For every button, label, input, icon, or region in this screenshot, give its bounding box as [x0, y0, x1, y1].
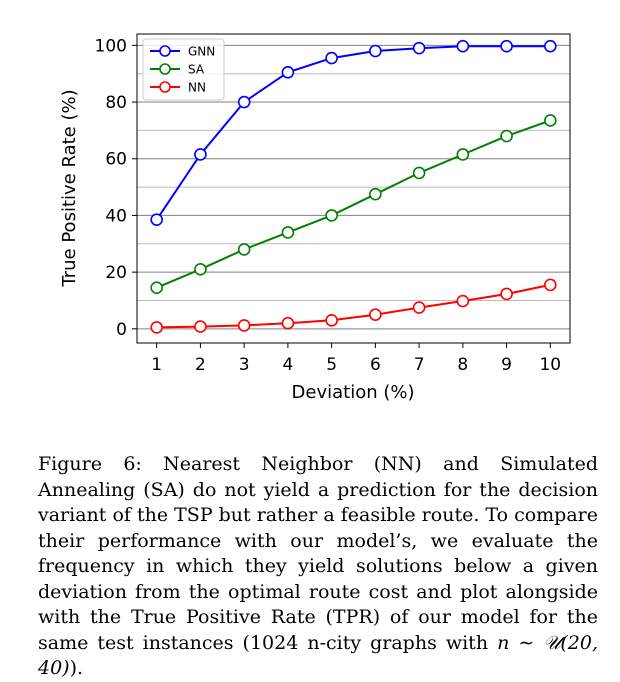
- data-point-nn: [281, 316, 295, 330]
- data-point-nn: [237, 319, 251, 332]
- data-point-sa: [237, 243, 251, 256]
- figure-label: Figure 6:: [38, 453, 142, 475]
- x-tick-label: 8: [457, 355, 468, 375]
- x-tick-label: 9: [501, 355, 512, 375]
- data-point-nn: [194, 320, 207, 333]
- data-point-nn: [150, 321, 163, 334]
- x-tick-label: 6: [370, 355, 381, 375]
- x-tick-label: 2: [195, 355, 206, 375]
- data-point-nn: [500, 287, 513, 301]
- y-tick-label: 80: [105, 93, 127, 113]
- data-point-sa: [544, 114, 557, 127]
- y-tick-label: 100: [95, 36, 127, 56]
- x-tick-label: 10: [539, 355, 561, 375]
- data-point-nn: [325, 314, 338, 327]
- data-point-sa: [500, 129, 513, 143]
- caption-math: n ∼ 𝒰(20, 40): [38, 631, 598, 680]
- data-point-gnn: [281, 65, 295, 79]
- data-point-gnn: [237, 95, 251, 109]
- data-point-gnn: [150, 213, 163, 226]
- data-point-gnn: [194, 148, 207, 161]
- plot-frame: [136, 33, 571, 344]
- y-tick-label: 20: [105, 263, 127, 283]
- x-tick-label: 1: [151, 355, 162, 375]
- x-tick-label: 4: [282, 355, 293, 375]
- data-point-sa: [412, 166, 426, 180]
- x-tick-label: 7: [414, 355, 425, 375]
- series-line-gnn: [155, 45, 551, 221]
- figure-caption: Figure 6: Nearest Neighbor (NN) and Simu…: [38, 452, 598, 682]
- legend-marker-sa: [159, 63, 171, 75]
- data-point-sa: [194, 262, 207, 276]
- data-point-sa: [456, 148, 470, 161]
- data-point-nn: [456, 294, 470, 308]
- caption-text-end: ).: [69, 657, 84, 679]
- legend-label-sa: SA: [188, 63, 205, 77]
- tpr-line-chart: 0 20 40 60 80 100 1 2 3 4 5 6 7 8 9 10 Deviation (%) Tr…: [59, 33, 571, 403]
- data-point-sa: [325, 209, 338, 222]
- y-tick-label: 40: [105, 206, 127, 226]
- data-point-sa: [150, 281, 163, 295]
- legend-label-nn: NN: [188, 81, 206, 95]
- data-point-gnn: [325, 51, 338, 65]
- legend: GNN SA NN: [142, 38, 225, 101]
- x-tick-label: 5: [326, 355, 337, 375]
- data-point-sa: [369, 187, 382, 201]
- data-point-gnn: [500, 39, 513, 53]
- legend-marker-gnn: [159, 45, 171, 57]
- data-point-gnn: [456, 39, 470, 53]
- y-axis-label: True Positive Rate (%): [59, 89, 80, 287]
- data-point-nn: [412, 301, 426, 314]
- legend-label-gnn: GNN: [188, 45, 215, 59]
- x-axis-label: Deviation (%): [292, 382, 415, 403]
- data-point-sa: [281, 226, 295, 239]
- caption-text: Nearest Neighbor (NN) and Simulated Anne…: [38, 453, 599, 654]
- legend-marker-nn: [159, 81, 171, 93]
- data-point-nn: [369, 308, 382, 321]
- data-point-gnn: [544, 39, 557, 53]
- axis-ticks: 0 20 40 60 80 100 1 2 3 4 5 6 7 8 9 10: [95, 36, 562, 375]
- y-tick-label: 60: [105, 150, 127, 170]
- data-point-nn: [544, 278, 557, 292]
- series-line-sa: [156, 119, 551, 289]
- series-line-nn: [156, 283, 551, 329]
- data-point-gnn: [412, 41, 426, 55]
- y-tick-label: 0: [116, 320, 127, 340]
- data-point-gnn: [369, 44, 382, 58]
- series-layer: [150, 39, 557, 334]
- x-tick-label: 3: [239, 355, 250, 375]
